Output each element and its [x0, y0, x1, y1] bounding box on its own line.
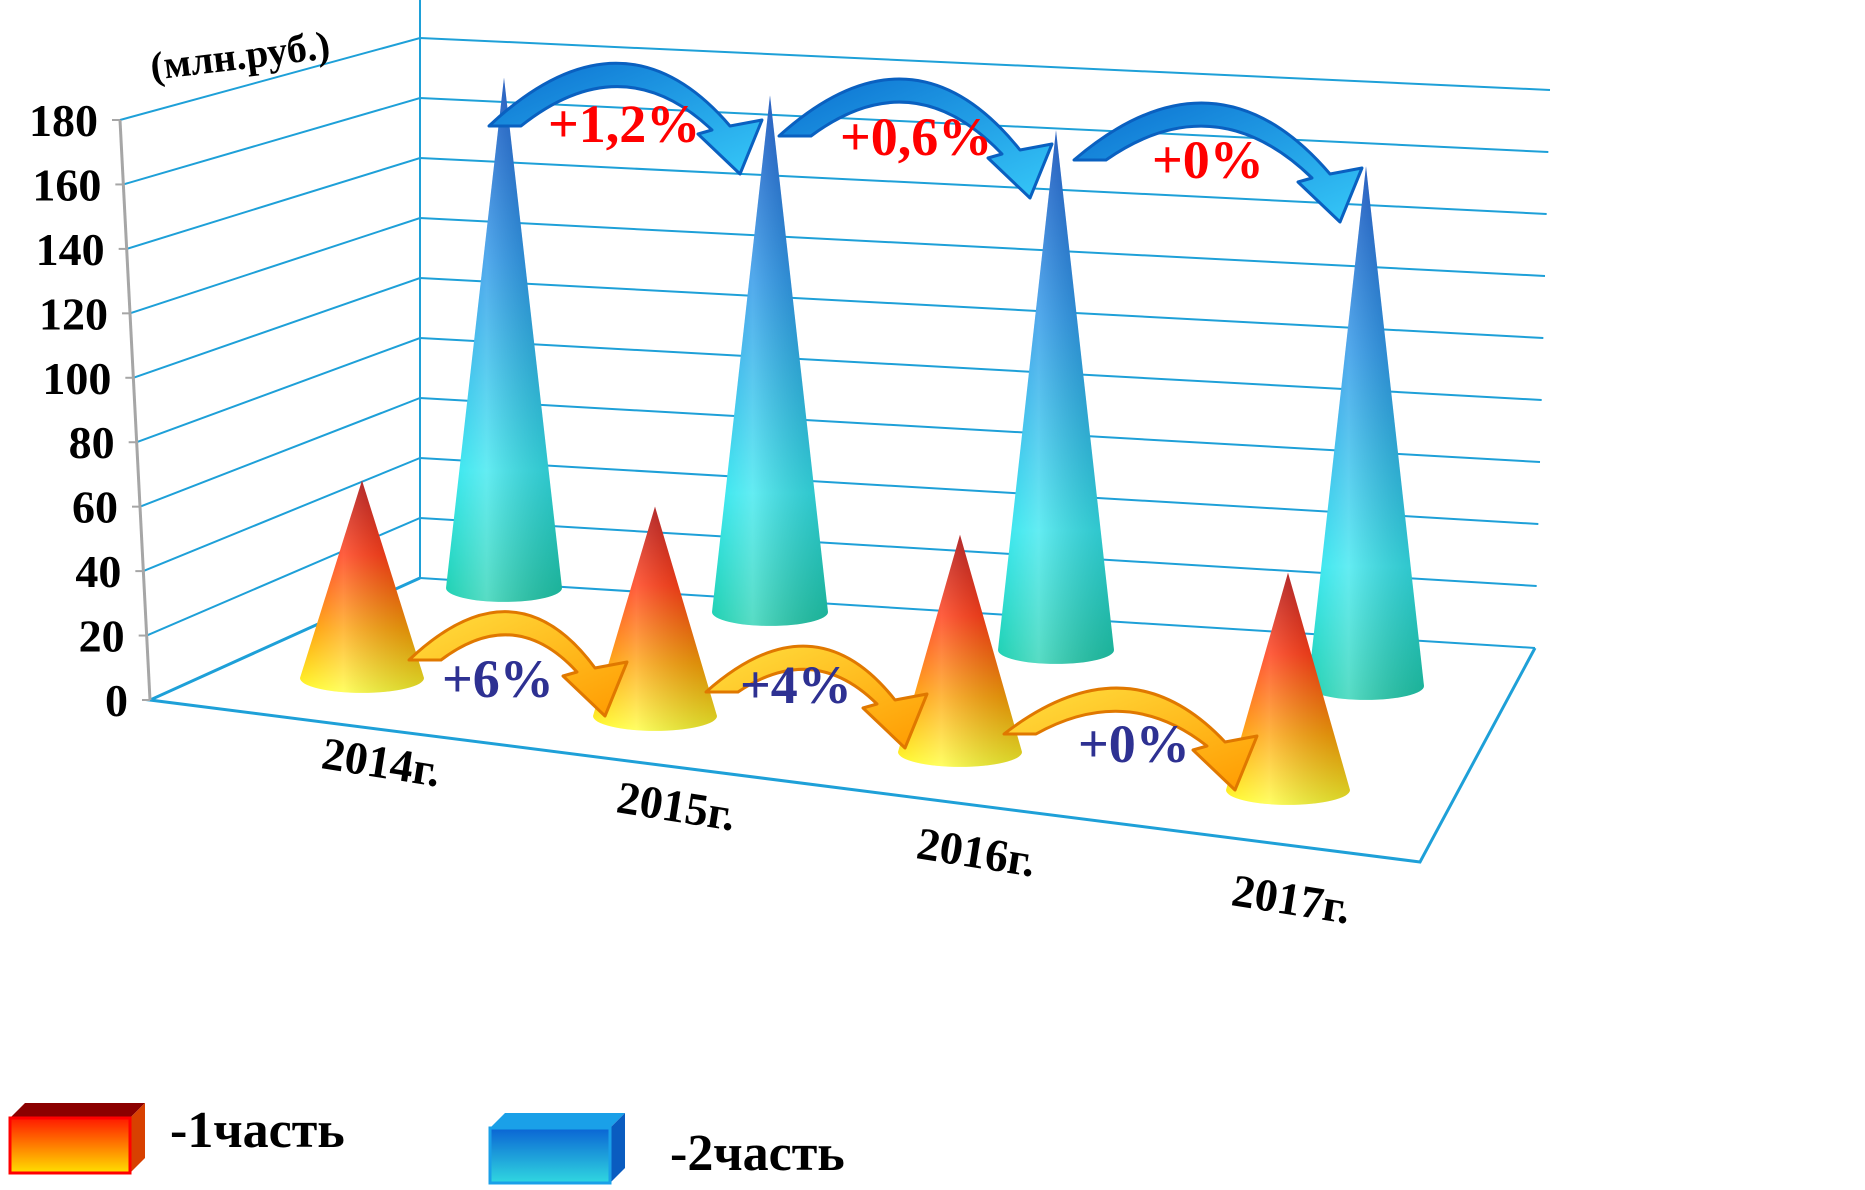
legend: -1часть -2часть [8, 1102, 845, 1185]
y-tick-label: 140 [36, 224, 105, 275]
legend-swatch-series-2 [488, 1113, 625, 1185]
cone-series-2 [1308, 166, 1424, 700]
arrow-series-1 [704, 644, 929, 750]
gridline [129, 216, 1546, 315]
growth-label-series-1: +6% [442, 649, 554, 709]
y-tick-label: 160 [32, 159, 101, 210]
cone-series-2 [446, 77, 562, 602]
arrow-series-2 [1072, 101, 1364, 224]
cone-series-2 [712, 95, 828, 626]
y-tick-label: 20 [79, 611, 125, 662]
grid-layer [119, 0, 1551, 864]
y-axis-line [118, 119, 152, 701]
y-tick-label: 60 [72, 482, 118, 533]
unit-label: (млн.руб.) [148, 22, 333, 89]
cone-series-1 [299, 480, 424, 693]
x-category-label: 2014г. [318, 728, 444, 797]
growth-arrows: +1,2% +0,6% +0% +6% +4% +0% [407, 61, 1364, 792]
x-category-label: 2017г. [1228, 865, 1354, 934]
growth-label-series-2: +1,2% [548, 94, 700, 154]
legend-label-series-1: -1часть [170, 1102, 345, 1159]
cone-series-1 [898, 534, 1022, 767]
arrow-series-2 [777, 77, 1054, 200]
y-tick-label: 80 [69, 417, 115, 468]
legend-swatch-series-1 [8, 1103, 145, 1175]
y-tick-label: 0 [105, 675, 128, 726]
cone-series-1 [593, 506, 717, 731]
legend-label-series-2: -2часть [670, 1125, 845, 1182]
cone-series-2 [998, 130, 1114, 664]
growth-label-series-2: +0% [1152, 130, 1264, 190]
floor-outline [144, 576, 1537, 864]
gridline [133, 276, 1544, 379]
arrow-series-1 [1002, 686, 1259, 792]
x-category-label: 2016г. [913, 818, 1039, 887]
cone-series-1 [1226, 572, 1350, 805]
y-tick-label: 180 [29, 95, 98, 146]
growth-label-series-1: +0% [1078, 714, 1190, 774]
growth-label-series-2: +0,6% [840, 107, 992, 167]
y-tick-label: 120 [39, 288, 108, 339]
y-tick-label: 100 [42, 353, 111, 404]
growth-label-series-1: +4% [740, 655, 852, 715]
x-category-label: 2015г. [613, 772, 739, 841]
arrow-series-1 [407, 610, 629, 718]
y-tick-label: 40 [75, 546, 121, 597]
cones [299, 77, 1424, 805]
arrow-series-2 [487, 61, 764, 176]
y-axis: 0 20 40 60 80 100 120 140 160 180 2014г. 2015г. 2016… [29, 95, 1354, 934]
